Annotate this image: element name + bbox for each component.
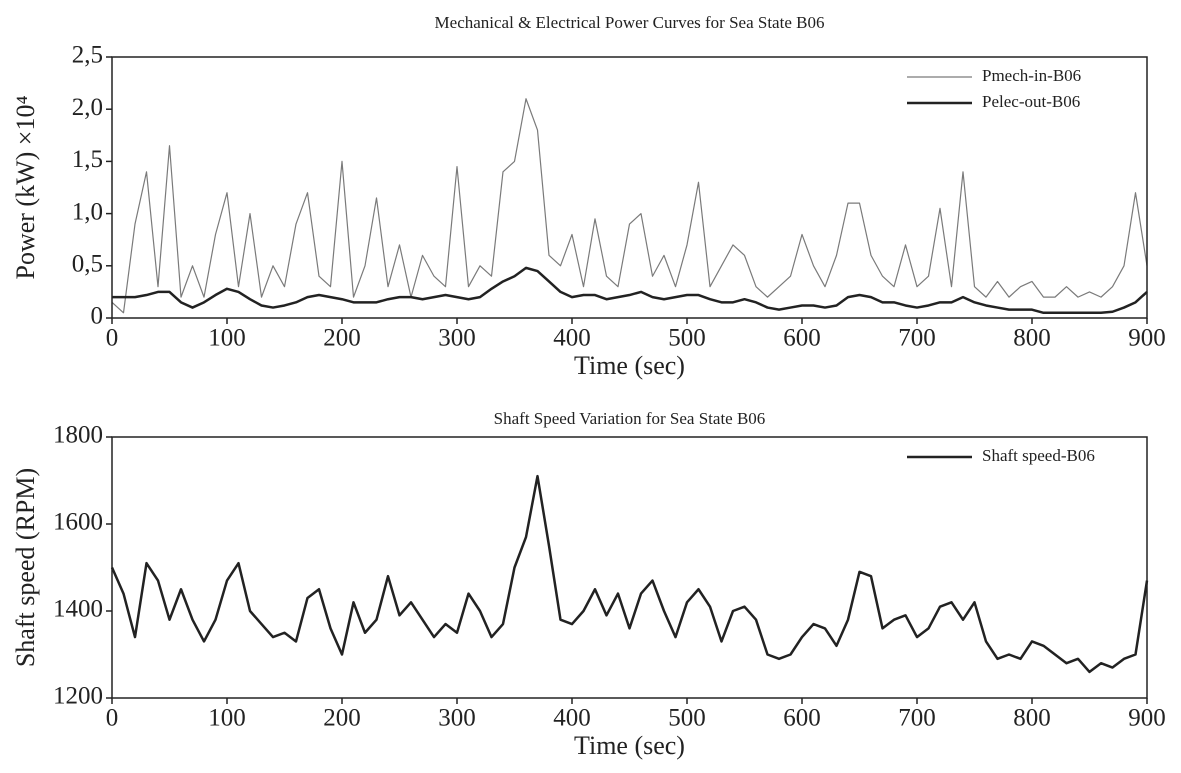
chart-title: Mechanical & Electrical Power Curves for… [435,13,825,32]
x-tick-label: 700 [898,325,936,352]
x-tick-label: 600 [783,705,821,732]
x-tick-label: 700 [898,705,936,732]
y-tick-label: 1800 [53,422,103,449]
x-tick-label: 0 [106,325,119,352]
plot-frame [111,56,1148,319]
y-tick-label: 1400 [53,596,103,623]
series-line [112,266,1148,315]
x-tick-label: 900 [1128,325,1166,352]
plot-frame [111,436,1148,699]
x-tick-label: 300 [438,325,476,352]
y-tick-label: 1600 [53,509,103,536]
legend-label: Pmech-in-B06 [982,66,1081,85]
x-axis-label: Time (sec) [574,731,685,760]
y-axis-label: Shaft speed (RPM) [11,468,40,667]
x-tick-label: 0 [106,705,119,732]
y-tick-label: 1,0 [72,198,103,225]
x-axis-label: Time (sec) [574,351,685,380]
series-line [110,474,1149,674]
x-tick-label: 600 [783,325,821,352]
legend-label: Pelec-out-B06 [982,92,1080,111]
y-tick-label: 0,5 [72,251,103,278]
legend-label: Shaft speed-B06 [982,446,1095,465]
series-line [111,98,1148,314]
x-tick-label: 500 [668,325,706,352]
y-axis-label: Power (kW) ×10⁴ [11,95,40,279]
y-tick-label: 1,5 [72,146,103,173]
x-tick-label: 100 [208,325,246,352]
x-tick-label: 800 [1013,325,1051,352]
x-tick-label: 400 [553,325,591,352]
x-tick-label: 300 [438,705,476,732]
x-tick-label: 900 [1128,705,1166,732]
x-tick-label: 100 [208,705,246,732]
y-tick-label: 1200 [53,683,103,710]
chart-title: Shaft Speed Variation for Sea State B06 [494,409,766,428]
x-tick-label: 800 [1013,705,1051,732]
x-tick-label: 500 [668,705,706,732]
x-tick-label: 400 [553,705,591,732]
x-tick-label: 200 [323,325,361,352]
y-tick-label: 2,0 [72,94,103,121]
y-tick-label: 0 [91,303,104,330]
y-tick-label: 2,5 [72,42,103,69]
x-tick-label: 200 [323,705,361,732]
